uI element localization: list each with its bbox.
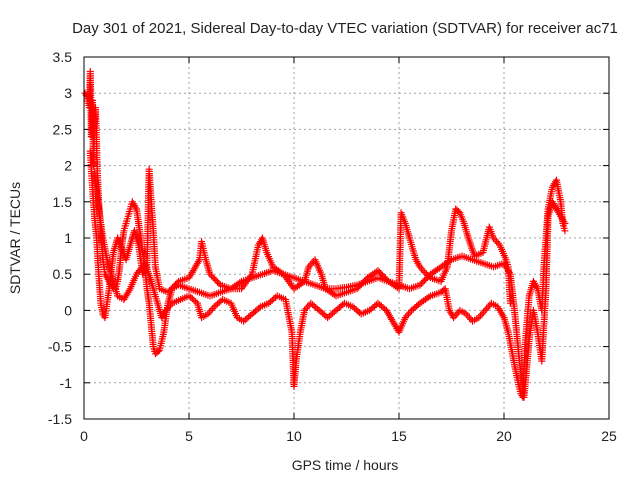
grid-lines [84,57,609,419]
data-point-marker [377,270,385,278]
series-track-b [86,147,514,322]
y-tick-label: 1.5 [53,194,73,210]
data-point-marker [236,279,244,287]
y-axis-label: SDTVAR / TECUs [7,182,23,294]
data-point-marker [164,288,172,296]
data-point-marker [382,274,389,282]
data-point-marker [418,280,425,287]
data-point-marker [419,278,427,286]
data-point-marker [209,273,217,281]
data-point-marker [173,279,181,287]
data-point-marker [167,285,175,293]
data-point-marker [380,273,388,281]
x-tick-label: 20 [496,428,512,444]
data-point-marker [376,268,383,276]
data-point-marker [353,285,361,293]
data-point-marker [379,271,386,279]
data-point-marker [358,280,365,288]
data-points [81,68,569,401]
data-point-marker [421,276,428,284]
data-point-marker [506,299,514,307]
x-tick-label: 5 [185,428,193,444]
y-tick-label: -1.5 [48,411,72,427]
x-tick-label: 15 [391,428,407,444]
x-tick-label: 25 [601,428,617,444]
data-point-marker [561,227,569,235]
y-tick-label: -1 [60,375,73,391]
data-point-marker [255,304,263,312]
plot-frame [83,56,610,420]
data-point-marker [214,278,221,286]
data-point-marker [208,272,215,280]
data-point-marker [416,281,424,289]
data-point-marker [355,283,362,291]
data-point-marker [425,293,433,301]
data-point-marker [212,276,220,284]
data-point-marker [170,282,178,290]
y-tick-label: 0.5 [53,266,73,282]
data-point-marker [206,270,214,278]
y-tick-label: 0 [64,302,72,318]
data-point-marker [356,282,364,290]
y-tick-label: 1 [64,230,72,246]
data-point-marker [374,267,382,275]
x-axis-label: GPS time / hours [292,457,399,473]
data-point-marker [169,284,176,292]
data-point-marker [361,277,368,285]
y-tick-label: 2 [64,158,72,174]
data-point-marker [172,281,179,288]
data-point-marker [278,269,286,277]
series-track-c [91,169,569,401]
y-tick-label: 3 [64,85,72,101]
data-point-marker [359,279,367,286]
data-point-marker [211,275,218,283]
x-tick-label: 0 [80,428,88,444]
y-tick-label: 2.5 [53,121,73,137]
x-tick-label: 10 [286,428,302,444]
chart-title: Day 301 of 2021, Sidereal Day-to-day VTE… [72,20,618,37]
data-point-marker [215,280,223,287]
y-tick-label: -0.5 [48,339,72,355]
data-point-marker [166,287,173,295]
y-tick-label: 3.5 [53,49,73,65]
